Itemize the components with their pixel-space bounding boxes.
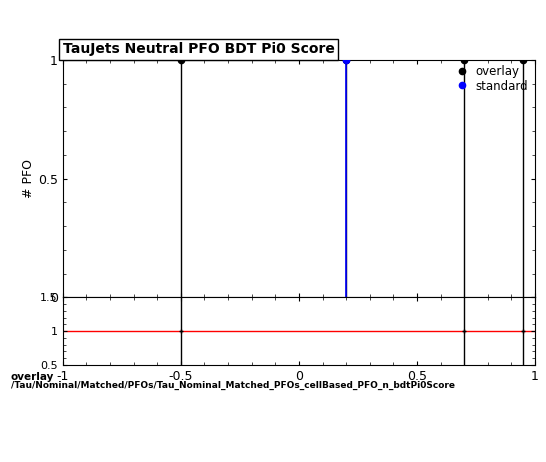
Legend: overlay, standard: overlay, standard (450, 62, 530, 95)
overlay (461, 57, 467, 63)
overlay (343, 57, 349, 63)
Y-axis label: # PFO: # PFO (22, 159, 35, 198)
Text: overlay: overlay (11, 372, 54, 382)
Line: overlay: overlay (178, 57, 526, 63)
overlay (177, 57, 184, 63)
Text: /Tau/Nominal/Matched/PFOs/Tau_Nominal_Matched_PFOs_cellBased_PFO_n_bdtPi0Score: /Tau/Nominal/Matched/PFOs/Tau_Nominal_Ma… (11, 381, 455, 390)
overlay (520, 57, 526, 63)
Text: TauJets Neutral PFO BDT Pi0 Score: TauJets Neutral PFO BDT Pi0 Score (63, 42, 335, 56)
